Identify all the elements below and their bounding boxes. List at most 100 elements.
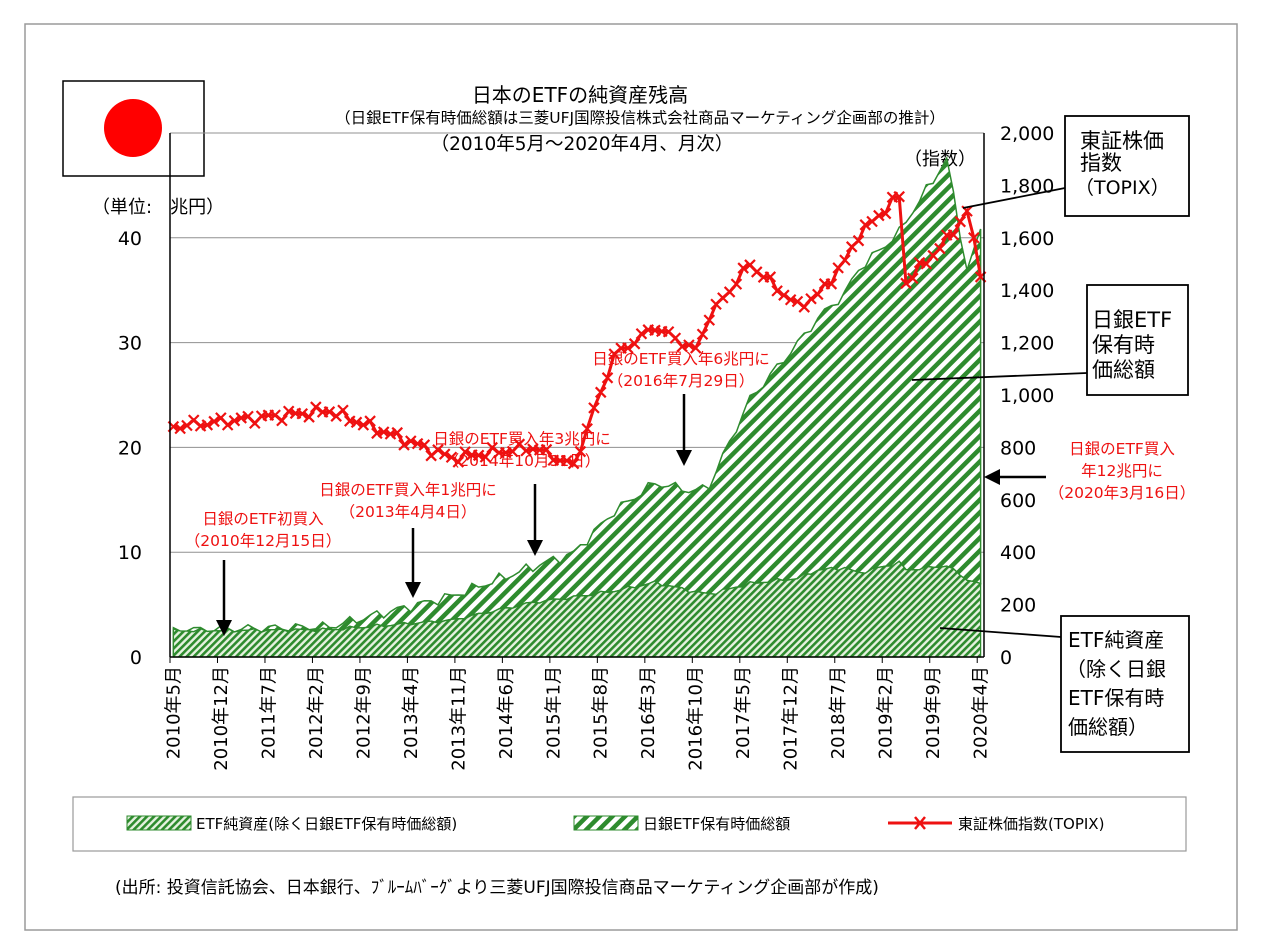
topix-point	[221, 419, 234, 431]
topix-point	[947, 229, 960, 241]
topix-point	[228, 414, 241, 427]
y-right-tick-label: 1,800	[1000, 175, 1054, 197]
topix-point	[730, 278, 743, 290]
x-tick-label: 2013年4月	[401, 666, 422, 759]
y-left-tick-labels: 0 10 20 30 40	[118, 228, 142, 669]
topix-point	[574, 445, 587, 458]
x-tick-labels: 2010年5月 2010年12月 2011年7月 2012年2月 2012年9月 2013…	[163, 666, 991, 771]
outer-frame	[24, 23, 1238, 931]
topix-point	[208, 415, 220, 428]
topix-point	[968, 231, 980, 244]
x-tick-label: 2020年4月	[971, 666, 992, 759]
topix-point	[405, 435, 417, 447]
y-right-tick-label: 1,000	[1000, 385, 1054, 407]
topix-point	[784, 293, 797, 306]
annotation-1: 日銀のETF初買入 （2010年12月15日）	[185, 510, 341, 636]
x-tick-label: 2019年9月	[923, 666, 944, 759]
annotation-text: （2014年10月31日）	[444, 452, 600, 470]
annotation-text: （2020年3月16日）	[1049, 484, 1196, 502]
topix-point	[479, 451, 492, 463]
y-right-tick-label: 2,000	[1000, 123, 1054, 145]
boj-callout-line-1: 日銀ETF	[1092, 308, 1172, 332]
topix-point	[764, 271, 777, 283]
annotation-text: 日銀のETF買入年6兆円に	[592, 350, 770, 368]
chart-title: 日本のETFの純資産残高	[472, 83, 688, 107]
axes	[169, 133, 985, 663]
topix-point	[906, 272, 919, 285]
topix-point	[825, 278, 838, 290]
topix-point	[561, 454, 573, 467]
y-right-tick-label: 1,200	[1000, 333, 1054, 355]
topix-callout: 東証株価 指数 （TOPIX）	[962, 115, 1190, 217]
annotation-text: 日銀のETF初買入	[202, 510, 323, 528]
annotation-text: 日銀のETF買入年1兆円に	[319, 481, 497, 499]
topix-point	[567, 457, 580, 470]
topix-point	[452, 456, 465, 468]
topix-point	[398, 439, 410, 451]
topix-point	[418, 439, 431, 451]
y-left-tick-label: 40	[118, 228, 142, 250]
topix-point	[310, 401, 322, 413]
topix-point	[852, 234, 865, 247]
topix-point	[622, 342, 634, 354]
topix-point	[594, 386, 607, 399]
topix-point	[486, 441, 498, 454]
x-tick-label: 2012年9月	[353, 666, 374, 759]
topix-point	[357, 419, 370, 431]
annotation-text: 日銀のETF買入年3兆円に	[433, 430, 611, 448]
topix-point	[683, 339, 695, 351]
y-left-axis-label: （単位: 兆円）	[92, 197, 224, 218]
topix-point	[282, 405, 295, 418]
topix-point	[703, 314, 716, 326]
etf-callout-line-4: 価総額）	[1068, 715, 1148, 739]
topix-point	[337, 404, 349, 417]
annotation-text: 日銀のETF買入	[1069, 440, 1175, 458]
topix-point	[628, 338, 641, 350]
legend-swatch-etf	[126, 815, 192, 831]
y-left-tick-label: 0	[130, 647, 142, 669]
y-right-tick-label: 1,400	[1000, 280, 1054, 302]
annotation-text: 年12兆円に	[1081, 462, 1163, 480]
topix-point	[900, 277, 912, 290]
y-right-tick-label: 600	[1000, 490, 1036, 512]
topix-point	[303, 411, 315, 423]
x-tick-label: 2010年5月	[163, 666, 184, 759]
topix-point	[635, 327, 648, 340]
etf-callout-line-3: ETF保有時	[1068, 686, 1164, 710]
y-right-tick-labels: 0 200 400 600 800 1,000 1,200 1,400 1,600 1,800 2,…	[1000, 123, 1054, 669]
topix-point	[350, 416, 363, 429]
topix-point	[174, 422, 186, 435]
topix-point	[669, 332, 682, 344]
topix-point	[859, 219, 872, 231]
topix-point	[696, 328, 709, 341]
etf-callout-line-1: ETF純資産	[1068, 628, 1164, 652]
topix-point	[276, 414, 288, 427]
arrow-down-icon	[405, 582, 421, 598]
x-tick-label: 2017年5月	[733, 666, 754, 759]
legend: ETF純資産(除く日銀ETF保有時価総額) 日銀ETF保有時価総額 東証株価指数…	[72, 796, 1187, 852]
topix-point	[771, 285, 783, 297]
arrow-down-icon	[676, 450, 692, 466]
topix-point	[445, 451, 458, 464]
topix-point	[689, 342, 702, 354]
topix-series	[167, 190, 987, 470]
topix-point	[432, 444, 444, 456]
x-tick-label: 2018年7月	[828, 666, 849, 759]
topix-point	[459, 446, 471, 458]
source-note: (出所: 投資信託協会、日本銀行、ﾌﾞﾙｰﾑﾊﾞｰｸﾞより三菱UFJ国際投信商品…	[115, 878, 879, 898]
topix-callout-line-1: 東証株価	[1080, 129, 1164, 153]
topix-callout-line-3: （TOPIX）	[1075, 177, 1170, 199]
topix-point	[879, 207, 892, 220]
arrow-down-icon	[216, 620, 232, 636]
topix-point	[323, 406, 336, 418]
y-right-tick-label: 800	[1000, 437, 1036, 459]
annotations: 日銀のETF初買入 （2010年12月15日） 日銀のETF買入年1兆円に （2013…	[185, 350, 1195, 636]
legend-label-boj: 日銀ETF保有時価総額	[643, 815, 790, 833]
arrow-left-icon	[984, 469, 1000, 485]
annotation-2: 日銀のETF買入年1兆円に （2013年4月4日）	[319, 481, 497, 598]
topix-point	[954, 215, 967, 228]
x-tick-label: 2015年1月	[543, 666, 564, 759]
x-tick-label: 2014年6月	[496, 666, 517, 759]
